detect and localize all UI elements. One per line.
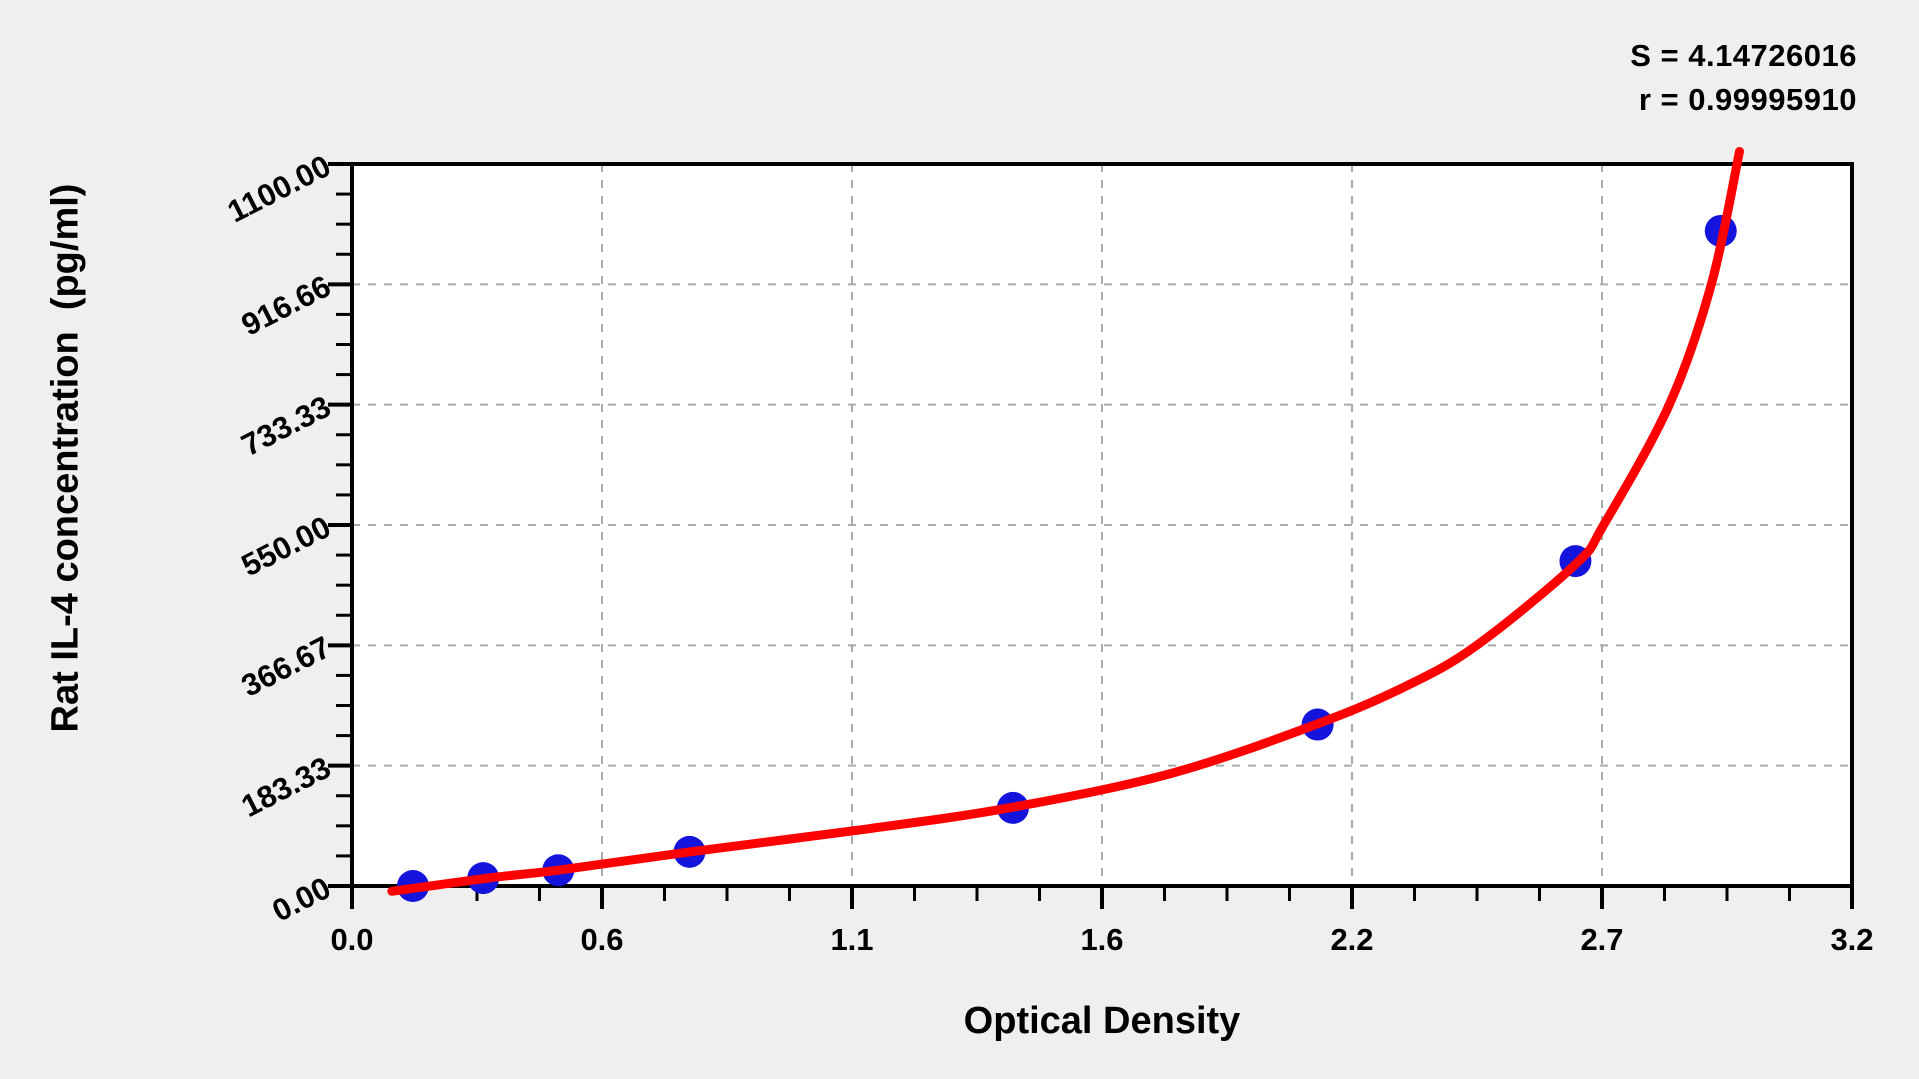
y-tick-label: 0.00 [267,870,337,929]
stat-s-value: S = 4.14726016 [1630,38,1857,73]
fitted-curve [387,147,1744,896]
x-axis-title: Optical Density [963,1000,1241,1042]
x-tick-label: 2.7 [1580,922,1623,957]
y-tick-label: 366.67 [236,629,336,703]
x-tick-label: 2.2 [1330,922,1373,957]
x-tick-label: 1.1 [830,922,873,957]
x-tick-label: 1.6 [1080,922,1123,957]
axis-frame [350,162,1854,888]
x-tick-label: 3.2 [1830,922,1873,957]
fit-statistics: S = 4.14726016 r = 0.99995910 [1630,34,1857,122]
y-tick-label: 916.66 [236,268,336,342]
x-tick-label: 0.6 [580,922,623,957]
y-tick-label: 550.00 [236,509,336,583]
y-tick-label: 733.33 [236,389,336,463]
y-tick-label: 1100.00 [222,148,336,229]
stat-r-value: r = 0.99995910 [1638,82,1857,117]
y-tick-label: 183.33 [236,750,336,824]
x-tick-label: 0.0 [330,922,373,957]
y-axis-title: Rat IL-4 concentration (pg/ml) [44,183,87,733]
